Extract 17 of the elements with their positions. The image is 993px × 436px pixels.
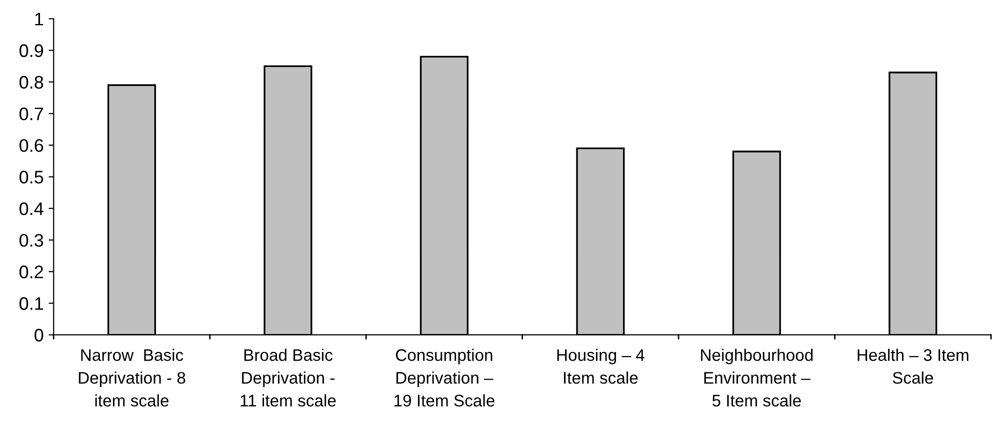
y-tick-label: 0.7 [20,108,43,120]
x-tick-label: Consumption Deprivation – 19 Item Scale [394,348,494,407]
y-tick-label: 0.4 [20,202,44,216]
y-tick-label: 0.5 [20,170,44,184]
x-tick-label: Broad Basic Deprivation - 11 item scale [240,348,336,407]
y-tick-label: 0.1 [20,297,44,310]
y-tick-label: 0.6 [20,139,44,152]
y-tick-label: 1 [35,12,44,26]
x-tick-label: Neighbourhood Environment – 5 Item scale [701,348,813,407]
y-tick-label: 0.8 [20,76,44,89]
x-tick-label: Housing – 4 Item scale [557,348,644,384]
y-tick-label: 0.9 [20,44,44,58]
y-tick-label: 0 [34,328,44,342]
y-tick-label: 0.2 [20,266,43,278]
y-tick-label: 0.3 [20,234,44,247]
x-tick-label: Narrow Basic Deprivation - 8 item scale [78,348,186,407]
x-tick-label: Health – 3 Item Scale [858,348,968,384]
